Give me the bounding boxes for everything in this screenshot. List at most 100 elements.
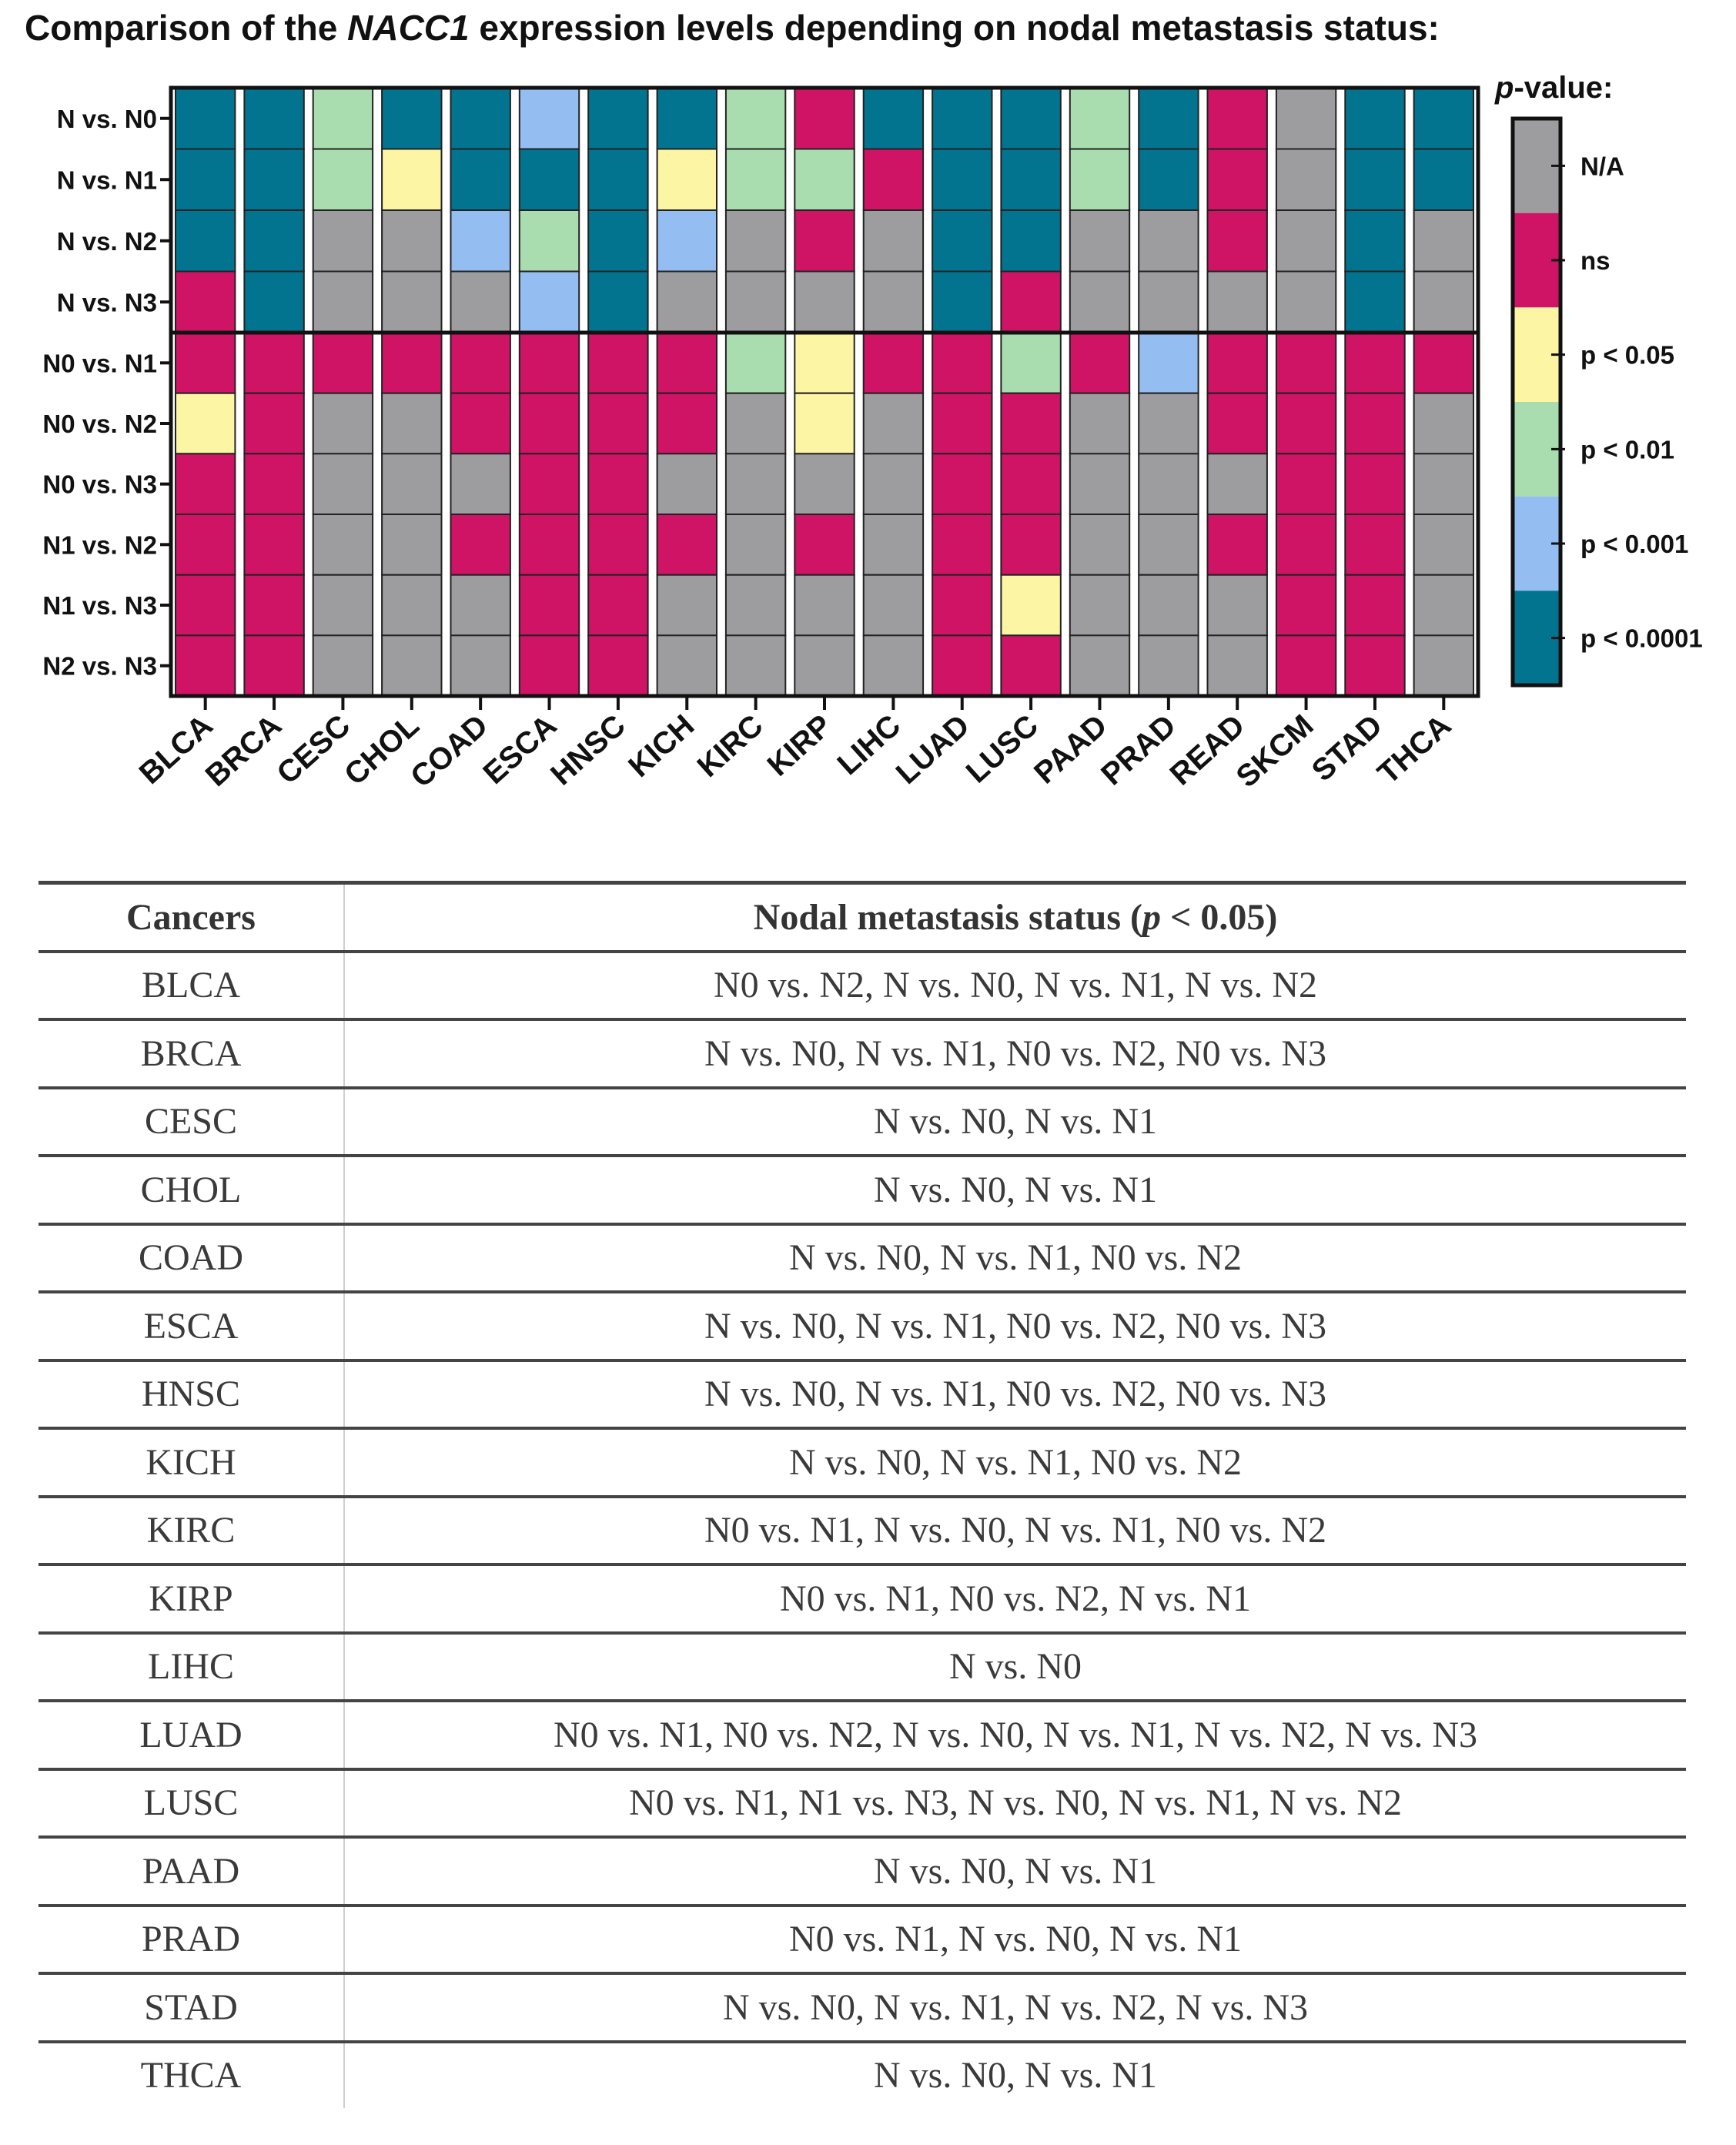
heatmap-cell xyxy=(175,209,236,273)
heatmap-cell xyxy=(312,87,374,150)
heatmap-cells xyxy=(171,87,1478,697)
heatmap-cell xyxy=(1344,514,1406,576)
heatmap-cell xyxy=(312,332,374,394)
heatmap-cell xyxy=(587,87,649,150)
status-cell: N vs. N0, N vs. N1, N0 vs. N2 xyxy=(344,1428,1686,1498)
heatmap-cell xyxy=(243,209,305,273)
heatmap-cell xyxy=(1138,392,1199,455)
heatmap-cell xyxy=(1138,634,1199,697)
heatmap-cell xyxy=(1069,392,1131,455)
table-header-row: Cancers Nodal metastasis status (p < 0.0… xyxy=(38,881,1686,953)
heatmap-cell xyxy=(862,148,925,211)
cancer-cell: ESCA xyxy=(38,1292,345,1362)
heatmap-cell xyxy=(243,148,305,211)
table-body: BLCA N0 vs. N2, N vs. N0, N vs. N1, N vs.… xyxy=(38,951,1686,2108)
heatmap-cell xyxy=(450,87,511,150)
column-label: KIRP xyxy=(761,708,838,783)
row-label: N vs. N3 xyxy=(57,288,157,316)
heatmap-cell xyxy=(243,574,305,637)
heatmap-cell xyxy=(312,514,374,576)
heatmap-cell xyxy=(862,270,925,333)
heatmap-cell xyxy=(1275,209,1337,273)
heatmap-cell xyxy=(175,634,236,697)
column-label: HNSC xyxy=(544,708,632,792)
row-label: N vs. N0 xyxy=(57,105,157,133)
table-row: KIRC N0 vs. N1, N vs. N0, N vs. N1, N0 vs… xyxy=(38,1496,1686,1566)
heatmap-cell xyxy=(862,574,925,637)
heatmap-cell xyxy=(794,270,855,333)
cancer-cell: PRAD xyxy=(38,1905,345,1975)
column-label: BLCA xyxy=(133,708,219,791)
heatmap-cell xyxy=(1069,209,1131,273)
heatmap-figure: Comparison of the NACC1 expression level… xyxy=(25,8,1703,794)
heatmap-cell xyxy=(794,453,855,515)
heatmap-cell xyxy=(1275,270,1337,333)
heatmap-cell xyxy=(243,392,305,455)
heatmap-cell xyxy=(175,514,236,576)
status-cell: N0 vs. N1, N0 vs. N2, N vs. N0, N vs. N1… xyxy=(344,1701,1686,1771)
table-row: BRCA N vs. N0, N vs. N1, N0 vs. N2, N0 vs… xyxy=(38,1019,1686,1089)
header-cancers: Cancers xyxy=(38,881,345,953)
heatmap-cell xyxy=(1138,574,1199,637)
table-row: PAAD N vs. N0, N vs. N1 xyxy=(38,1837,1686,1907)
table-row: CHOL N vs. N0, N vs. N1 xyxy=(38,1156,1686,1226)
heatmap-cell xyxy=(1275,453,1337,515)
legend-title-p: p xyxy=(1494,71,1514,105)
heatmap-cell xyxy=(1069,453,1131,515)
heatmap-cell xyxy=(1138,148,1199,211)
heatmap-cell xyxy=(175,332,236,394)
heatmap-cell xyxy=(243,634,305,697)
heatmap-cell xyxy=(862,392,925,455)
heatmap-cell xyxy=(1069,332,1131,394)
cancer-cell: CHOL xyxy=(38,1156,345,1226)
heatmap-cell xyxy=(381,209,443,273)
heatmap-cell xyxy=(1344,574,1406,637)
heatmap-cell xyxy=(1000,634,1062,697)
column-label: KIRC xyxy=(691,708,770,784)
heatmap-cell xyxy=(1000,87,1062,150)
status-cell: N vs. N0, N vs. N1, N0 vs. N2, N0 vs. N3 xyxy=(344,1292,1686,1362)
heatmap-cell xyxy=(312,270,374,333)
legend-label: p < 0.001 xyxy=(1580,530,1688,558)
heatmap-cell xyxy=(518,453,580,515)
heatmap-cell xyxy=(381,634,443,697)
heatmap-cell xyxy=(656,87,717,150)
chart-title-prefix: Comparison of the xyxy=(25,8,347,48)
legend-label: N/A xyxy=(1580,152,1624,180)
table-row: LIHC N vs. N0 xyxy=(38,1632,1686,1702)
table-row: THCA N vs. N0, N vs. N1 xyxy=(38,2041,1686,2108)
heatmap-cell xyxy=(243,87,305,150)
heatmap-cell xyxy=(312,634,374,697)
heatmap-cell xyxy=(1000,270,1062,333)
column-label: BRCA xyxy=(199,708,288,793)
table-row: HNSC N vs. N0, N vs. N1, N0 vs. N2, N0 vs… xyxy=(38,1360,1686,1430)
heatmap-cell xyxy=(518,270,580,333)
heatmap-cell xyxy=(1275,332,1337,394)
table-row: KICH N vs. N0, N vs. N1, N0 vs. N2 xyxy=(38,1428,1686,1498)
status-cell: N0 vs. N1, N vs. N0, N vs. N1 xyxy=(344,1905,1686,1975)
heatmap-cell xyxy=(794,148,855,211)
heatmap-cell xyxy=(1206,392,1268,455)
heatmap-cell xyxy=(1138,514,1199,576)
heatmap-cell xyxy=(724,270,787,333)
table-row: LUSC N0 vs. N1, N1 vs. N3, N vs. N0, N vs… xyxy=(38,1769,1686,1839)
heatmap-cell xyxy=(1206,574,1268,637)
heatmap-cell xyxy=(381,392,443,455)
column-label: LUSC xyxy=(960,708,1045,790)
status-cell: N vs. N0 xyxy=(344,1632,1686,1702)
table-row: PRAD N0 vs. N1, N vs. N0, N vs. N1 xyxy=(38,1905,1686,1975)
heatmap-cell xyxy=(1275,87,1337,150)
column-label: PAAD xyxy=(1028,708,1113,791)
heatmap-cell xyxy=(1206,332,1268,394)
heatmap-cell xyxy=(1000,209,1062,273)
heatmap-cell xyxy=(1138,453,1199,515)
heatmap-cell xyxy=(587,148,649,211)
heatmap-cell xyxy=(794,332,855,394)
heatmap-cell xyxy=(1344,634,1406,697)
heatmap-cell xyxy=(862,332,925,394)
table-row: KIRP N0 vs. N1, N0 vs. N2, N vs. N1 xyxy=(38,1564,1686,1635)
heatmap-cell xyxy=(1344,209,1406,273)
header-status-suffix: < 0.05) xyxy=(1161,896,1278,938)
cancer-cell: LUSC xyxy=(38,1769,345,1839)
heatmap-cell xyxy=(1138,87,1199,150)
